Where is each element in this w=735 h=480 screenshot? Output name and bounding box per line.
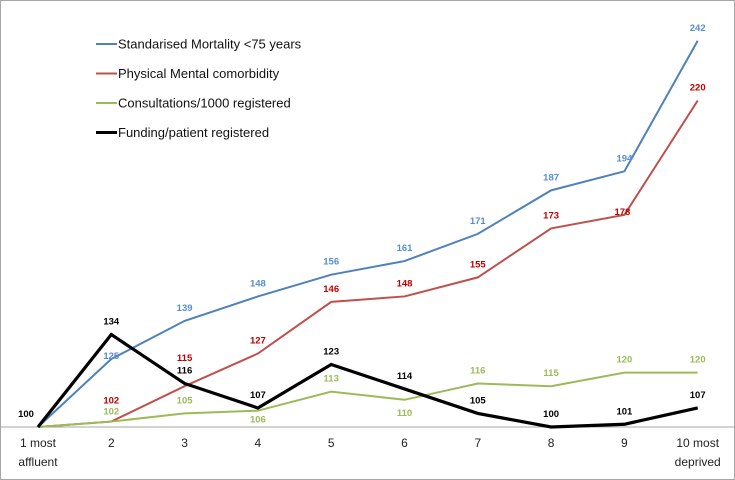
data-label: 161 [397,243,414,254]
series-line-funding-patient-registered [36,332,699,429]
x-tick-label-line: 5 [328,436,335,450]
x-tick-label: 6 [401,436,408,450]
x-tick-label-line: 3 [181,436,188,450]
x-tick-label-line: 9 [621,436,628,450]
data-label: 101 [616,406,633,417]
series-line-physical-mental-comorbidity [37,100,699,428]
data-label: 125 [103,351,120,362]
data-label: 113 [324,374,339,385]
x-tick-label: 4 [255,436,262,450]
data-label: 127 [250,336,266,347]
data-label: 171 [470,216,487,227]
x-tick-label: 9 [621,436,628,450]
data-label: 156 [323,257,339,268]
data-label: 155 [470,259,487,270]
data-label: 220 [690,83,706,94]
data-label: 134 [103,317,120,328]
x-tick-label-line: 1 most [20,436,57,450]
data-label: 116 [177,365,192,376]
x-tick-label-line: 10 most [676,436,719,450]
series-line-standarised-mortality-75-years [37,40,699,428]
data-label: 102 [103,396,119,407]
data-label: 120 [690,355,706,366]
x-tick-label: 7 [474,436,481,450]
data-label: 148 [250,278,266,289]
x-tick-label-line: 7 [474,436,481,450]
data-label: 178 [614,207,630,218]
x-tick-label: 3 [181,436,188,450]
x-tick-label: 10 most deprived [675,436,721,469]
data-label: 139 [177,303,193,314]
x-tick-label: 5 [328,436,335,450]
data-label: 105 [470,395,487,406]
data-label: 114 [397,371,413,382]
data-label: 115 [177,353,193,364]
x-tick-label-line: 8 [548,436,555,450]
x-tick-label: 2 [108,436,115,450]
x-tick-label: 1 most affluent [18,436,58,469]
x-tick-label-line: affluent [18,455,58,469]
data-label: 173 [543,210,559,221]
data-label: 116 [470,365,485,376]
data-label: 100 [18,409,34,420]
x-tick-label-line: 4 [255,436,262,450]
data-label: 146 [323,284,339,295]
legend-label: Consultations/1000 registered [118,96,291,111]
legend-label: Standarised Mortality <75 years [118,37,302,52]
data-label: 100 [543,409,559,420]
data-label: 115 [543,368,559,379]
data-label: 242 [690,23,706,34]
data-label: 107 [250,390,266,401]
data-label: 105 [177,395,194,406]
data-label: 148 [397,278,413,289]
data-label: 187 [543,172,559,183]
series-line-consultations-1000-registered [37,371,698,428]
data-label: 106 [250,415,266,426]
x-tick-label-line: deprived [675,455,721,469]
data-label: 110 [397,408,412,419]
legend-label: Physical Mental comorbidity [118,66,280,81]
data-label: 123 [323,346,339,357]
data-label: 194 [616,153,633,164]
data-label: 102 [103,407,119,418]
data-label: 120 [616,355,632,366]
x-tick-label-line: 2 [108,436,115,450]
data-label: 107 [690,390,706,401]
x-tick-label: 8 [548,436,555,450]
legend-label: Funding/patient registered [118,125,269,140]
x-tick-label-line: 6 [401,436,408,450]
